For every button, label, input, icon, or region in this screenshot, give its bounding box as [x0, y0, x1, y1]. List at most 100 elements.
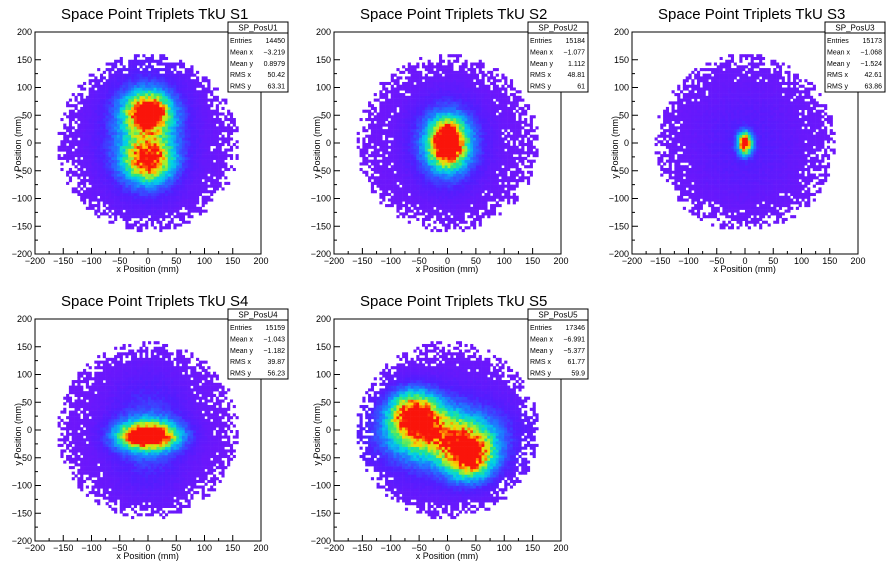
heatmap-cell	[444, 143, 448, 147]
heatmap-cell	[450, 62, 454, 66]
heatmap-cell	[133, 59, 138, 63]
heatmap-cell	[467, 95, 471, 99]
heatmap-cell	[438, 104, 443, 108]
heatmap-cell	[427, 98, 431, 102]
heatmap-cell	[102, 76, 106, 80]
heatmap-cell	[458, 187, 462, 191]
heatmap-cell	[419, 70, 423, 74]
heatmap-cell	[456, 145, 460, 149]
heatmap-cell	[153, 181, 157, 185]
heatmap-cell	[456, 126, 460, 130]
heatmap-cell	[145, 173, 149, 177]
heatmap-cell	[393, 137, 397, 141]
heatmap-cell	[179, 184, 183, 188]
heatmap-cell	[458, 90, 462, 94]
heatmap-cell	[436, 151, 440, 155]
heatmap-cell	[133, 181, 138, 185]
heatmap-cell	[413, 90, 417, 94]
heatmap-cell	[396, 140, 400, 144]
heatmap-cell	[176, 73, 180, 77]
heatmap-cell	[212, 181, 217, 185]
heatmap-cell	[453, 115, 457, 119]
heatmap-cell	[108, 148, 112, 152]
heatmap-cell	[441, 123, 445, 127]
heatmap-cell	[164, 223, 169, 227]
heatmap-cell	[164, 181, 169, 185]
heatmap-cell	[125, 120, 129, 124]
heatmap-cell	[108, 215, 112, 219]
heatmap-cell	[88, 120, 92, 124]
heatmap-cell	[475, 204, 480, 208]
heatmap-cell	[473, 181, 477, 185]
heatmap-cell	[97, 93, 101, 97]
heatmap-cell	[362, 109, 366, 113]
heatmap-cell	[198, 145, 202, 149]
heatmap-cell	[159, 220, 163, 224]
heatmap-cell	[453, 195, 457, 199]
heatmap-cell	[122, 129, 126, 133]
heatmap-cell	[467, 192, 471, 197]
heatmap-cell	[94, 148, 98, 152]
heatmap-cell	[215, 129, 219, 133]
heatmap-cell	[108, 209, 112, 213]
heatmap-cell	[119, 159, 123, 163]
heatmap-cell	[461, 106, 465, 110]
heatmap-cell	[379, 95, 383, 99]
heatmap-cell	[187, 93, 191, 97]
heatmap-cell	[373, 179, 377, 183]
heatmap-cell	[396, 165, 400, 169]
heatmap-cell	[218, 167, 222, 172]
heatmap-cell	[458, 98, 462, 102]
heatmap-cell	[91, 151, 95, 155]
heatmap-cell	[370, 176, 375, 180]
heatmap-cell	[131, 226, 135, 230]
stats-value: 50.42	[267, 72, 285, 79]
heatmap-cell	[181, 112, 186, 116]
heatmap-cell	[184, 93, 188, 97]
heatmap-cell	[145, 184, 149, 188]
heatmap-cell	[114, 170, 118, 174]
heatmap-cell	[91, 204, 95, 208]
heatmap-cell	[150, 165, 154, 169]
heatmap-cell	[218, 162, 222, 166]
heatmap-cell	[201, 140, 205, 144]
heatmap-cell	[218, 184, 222, 188]
heatmap-cell	[447, 131, 451, 135]
heatmap-cell	[190, 112, 194, 116]
heatmap-cell	[204, 198, 208, 202]
heatmap-cell	[196, 126, 200, 130]
heatmap-cell	[464, 84, 468, 88]
heatmap-cell	[97, 68, 101, 72]
heatmap-cell	[464, 148, 468, 152]
heatmap-cell	[148, 115, 152, 119]
heatmap-cell	[419, 90, 423, 94]
heatmap-cell	[436, 90, 440, 94]
heatmap-cell	[85, 126, 89, 130]
heatmap-cell	[473, 120, 477, 124]
heatmap-cell	[167, 101, 171, 105]
heatmap-cell	[77, 93, 81, 97]
heatmap-cell	[221, 151, 225, 155]
heatmap-cell	[156, 87, 160, 91]
heatmap-cell	[145, 106, 149, 110]
heatmap-cell	[424, 159, 428, 163]
heatmap-cell	[487, 93, 491, 97]
heatmap-cell	[128, 62, 132, 66]
heatmap-cell	[207, 162, 211, 166]
heatmap-cell	[167, 109, 171, 113]
heatmap-cell	[181, 87, 186, 91]
heatmap-cell	[88, 151, 92, 155]
heatmap-cell	[91, 129, 95, 133]
heatmap-cell	[421, 131, 426, 135]
heatmap-cell	[159, 187, 163, 191]
heatmap-cell	[119, 123, 123, 127]
heatmap-cell	[156, 90, 160, 94]
heatmap-cell	[167, 93, 171, 97]
heatmap-cell	[210, 173, 214, 177]
heatmap-cell	[133, 112, 138, 116]
heatmap-cell	[88, 95, 92, 99]
heatmap-cell	[116, 209, 121, 213]
heatmap-cell	[77, 143, 81, 147]
heatmap-cell	[170, 173, 174, 177]
heatmap-cell	[227, 118, 231, 122]
